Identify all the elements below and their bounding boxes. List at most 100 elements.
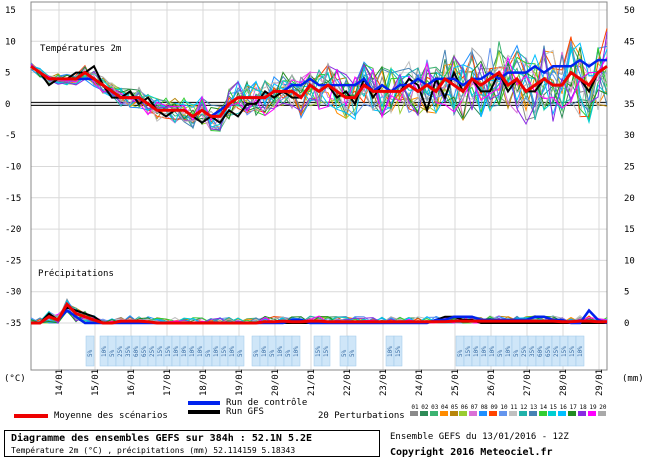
snow-percent-label: 10% <box>505 346 512 357</box>
snow-percent-label: 5% <box>109 349 116 357</box>
snow-row: 5% 10% 5% 25% 35% 60% 65% 25% 15% 15% 10% 10% 10% 10%… <box>85 335 585 367</box>
x-tick-label: 22/01 <box>343 369 353 396</box>
snow-cell: 5% <box>511 335 521 367</box>
snow-percent-label: 15% <box>315 346 322 357</box>
snow-percent-label: 10% <box>213 346 220 357</box>
snow-percent-label: 60% <box>537 346 544 357</box>
snow-percent-label: 10% <box>229 346 236 357</box>
title-box: Diagramme des ensembles GEFS sur 384h : … <box>4 430 380 457</box>
legend-mean-label: Moyenne des scénarios <box>54 411 168 421</box>
perturbation-swatch <box>568 411 577 416</box>
left-tick-label: -10 <box>5 163 21 173</box>
perturbation-swatch <box>528 411 537 416</box>
snow-cell: 25% <box>115 335 125 367</box>
legend-control: Run de contrôle <box>188 398 307 408</box>
left-tick-label: -20 <box>5 225 21 235</box>
right-tick-label: 15 <box>624 225 635 235</box>
perturbation-id: 16 <box>559 404 567 411</box>
perturbation-id: 12 <box>520 404 528 411</box>
snow-cell: 35% <box>123 335 133 367</box>
perturbation-id: 15 <box>549 404 558 411</box>
snow-cell: 15% <box>321 335 331 367</box>
x-tick-label: 14/01 <box>55 369 65 396</box>
perturbation-swatch <box>499 411 508 416</box>
perturbation-id: 04 <box>441 404 449 411</box>
snow-cell: 10% <box>575 335 585 367</box>
perturbation-id: 20 <box>599 404 607 411</box>
chart-title: Diagramme des ensembles GEFS sur 384h : … <box>11 433 313 444</box>
snow-cell: 10% <box>195 335 205 367</box>
perturbation-swatch <box>489 411 498 416</box>
snow-cell: 5% <box>107 335 117 367</box>
right-tick-label: 20 <box>624 194 635 204</box>
left-tick-label: 5 <box>5 69 10 79</box>
left-tick-label: 0 <box>5 100 10 110</box>
x-tick-label: 16/01 <box>127 369 137 396</box>
snow-cell: 10% <box>211 335 221 367</box>
x-tick-label: 26/01 <box>487 369 497 396</box>
snow-percent-label: 10% <box>101 346 108 357</box>
right-tick-label: 30 <box>624 131 635 141</box>
snow-cell: 5% <box>495 335 505 367</box>
perturbation-id: 13 <box>530 404 538 411</box>
right-tick-label: 40 <box>624 69 635 79</box>
snow-percent-label: 5% <box>349 349 356 357</box>
snow-box <box>291 335 301 367</box>
snow-cell: 35% <box>527 335 537 367</box>
snow-cell: 25% <box>551 335 561 367</box>
snow-percent-label: 10% <box>293 346 300 357</box>
snow-percent-label: 10% <box>189 346 196 357</box>
snow-percent-label: 10% <box>387 346 394 357</box>
snow-percent-label: 60% <box>133 346 140 357</box>
snow-box <box>575 335 585 367</box>
left-tick-label: -35 <box>5 319 21 329</box>
perturbation-id: 19 <box>589 404 597 411</box>
snow-cell: 5% <box>203 335 213 367</box>
snow-box <box>235 335 245 367</box>
right-tick-label: 50 <box>624 6 635 16</box>
legend-gfs-label: Run GFS <box>226 407 264 417</box>
snow-cell: 10% <box>259 335 269 367</box>
snow-percent-label: 10% <box>261 346 268 357</box>
snow-percent-label: 15% <box>165 346 172 357</box>
perturbation-swatch <box>459 411 468 416</box>
perturbation-id: 03 <box>431 404 439 411</box>
run-info: Ensemble GEFS du 13/01/2016 - 12Z <box>390 432 569 442</box>
copyright: Copyright 2016 Meteociel.fr <box>390 447 553 458</box>
snow-box <box>393 335 403 367</box>
snow-percent-label: 15% <box>157 346 164 357</box>
snow-cell: 5% <box>235 335 245 367</box>
temp-mean-line <box>30 65 608 119</box>
mean-swatch <box>14 414 48 418</box>
legend-control-label: Run de contrôle <box>226 398 308 408</box>
snow-percent-label: 25% <box>521 346 528 357</box>
snow-percent-label: 5% <box>457 349 464 357</box>
perturbation-swatch <box>597 411 606 416</box>
snow-percent-label: 35% <box>529 346 536 357</box>
perturbation-id: 09 <box>490 404 498 411</box>
perturbation-swatch <box>469 411 478 416</box>
snow-cell: 25% <box>147 335 157 367</box>
perturbation-id: 11 <box>510 404 518 411</box>
snow-percent-label: 10% <box>481 346 488 357</box>
snow-cell: 10% <box>471 335 481 367</box>
perturbation-swatch <box>439 411 448 416</box>
x-tick-label: 21/01 <box>307 369 317 396</box>
snow-cell: 10% <box>503 335 513 367</box>
snow-percent-label: 5% <box>269 349 276 357</box>
snow-percent-label: 15% <box>221 346 228 357</box>
snow-cell: 10% <box>227 335 237 367</box>
snow-cell: 5% <box>251 335 261 367</box>
precip-mean-line <box>31 301 607 325</box>
perturbation-id: 05 <box>450 404 459 411</box>
x-tick-label: 25/01 <box>451 369 461 396</box>
snow-percent-label: 15% <box>569 346 576 357</box>
snow-cell: 10% <box>187 335 197 367</box>
snow-cell: 15% <box>163 335 173 367</box>
perturbation-swatch <box>508 411 517 416</box>
snow-cell: 5% <box>85 335 95 367</box>
x-tick-label: 27/01 <box>523 369 533 396</box>
left-tick-label: 10 <box>5 37 16 47</box>
snow-cell: 60% <box>131 335 141 367</box>
